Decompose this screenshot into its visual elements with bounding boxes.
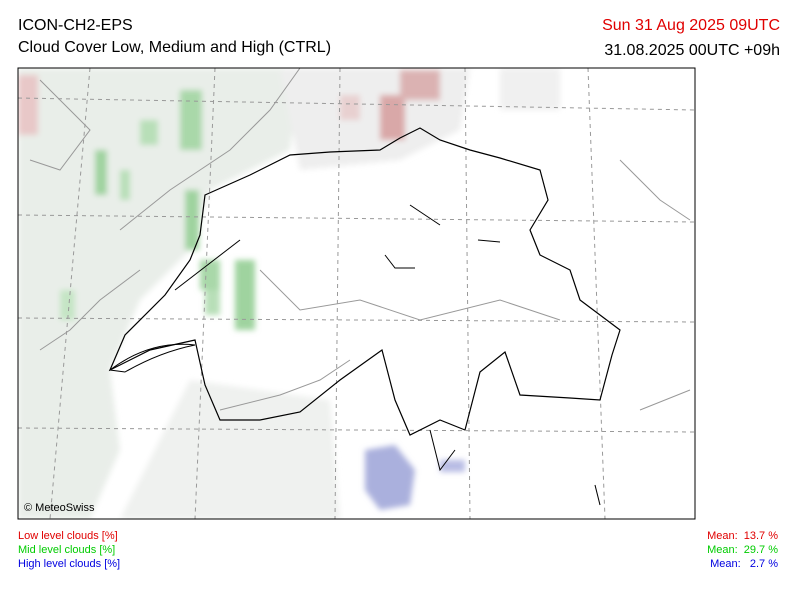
subtitle: Cloud Cover Low, Medium and High (CTRL) xyxy=(18,39,332,56)
run-time: 31.08.2025 00UTC +09h xyxy=(604,42,780,59)
mean-high: Mean: 2.7 % xyxy=(710,558,778,570)
map-frame xyxy=(17,67,696,520)
credit: © MeteoSwiss xyxy=(24,502,95,514)
regional-borders xyxy=(29,68,691,411)
model-name: ICON-CH2-EPS xyxy=(18,17,133,34)
valid-time: Sun 31 Aug 2025 09UTC xyxy=(602,17,780,34)
graticule xyxy=(18,68,695,519)
map-content xyxy=(18,68,695,519)
cloud-field xyxy=(18,68,560,519)
country-border xyxy=(108,127,621,436)
legend-high: High level clouds [%] xyxy=(18,558,121,570)
mean-mid: Mean: 29.7 % xyxy=(707,544,778,556)
legend-low: Low level clouds [%] xyxy=(18,530,118,542)
legend-mid: Mid level clouds [%] xyxy=(18,544,116,556)
lakes xyxy=(108,204,601,506)
mean-low: Mean: 13.7 % xyxy=(707,530,778,542)
